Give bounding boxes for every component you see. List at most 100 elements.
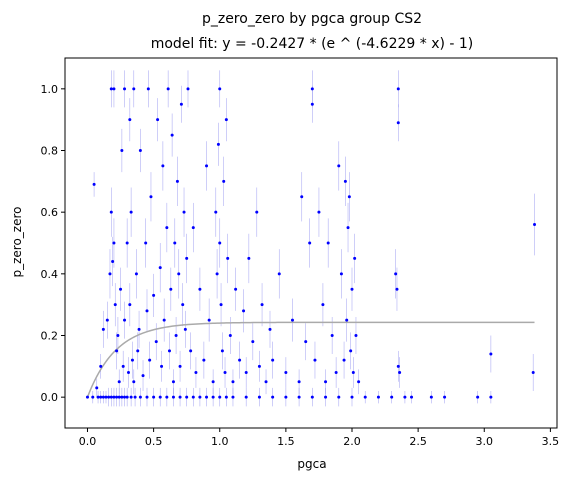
y-axis: 0.0 0.2 0.4 0.6 0.8 1.0 (41, 83, 65, 404)
data-point (113, 303, 117, 307)
data-point (489, 395, 493, 399)
data-point (178, 364, 182, 368)
data-point (198, 395, 202, 399)
data-point (443, 395, 447, 399)
data-point (179, 102, 183, 106)
point-layer (85, 87, 537, 399)
y-axis-label: p_zero_zero (10, 206, 24, 277)
data-point (116, 334, 120, 337)
data-point (132, 87, 136, 91)
data-point (255, 210, 259, 214)
data-point (357, 380, 361, 384)
data-point (218, 241, 222, 245)
data-point (313, 358, 317, 362)
x-tick-label: 2.0 (343, 435, 361, 448)
data-point (138, 395, 142, 399)
data-point (224, 395, 228, 399)
data-point (181, 303, 185, 307)
data-point (347, 195, 351, 199)
data-point (91, 395, 95, 399)
data-point (115, 395, 119, 399)
data-point (351, 371, 355, 374)
data-point (238, 358, 242, 362)
data-point (403, 395, 407, 399)
data-point (242, 309, 246, 313)
data-point (156, 118, 160, 122)
data-point (231, 380, 235, 384)
data-point (109, 395, 113, 399)
errorbar-layer (92, 70, 535, 407)
data-point (138, 149, 142, 152)
y-tick-label: 0.0 (41, 391, 59, 404)
data-point (132, 380, 136, 384)
data-point (394, 272, 398, 276)
x-tick-label: 1.5 (277, 435, 295, 448)
data-point (396, 87, 400, 91)
data-point (175, 179, 179, 183)
data-point (120, 149, 124, 152)
data-point (125, 395, 129, 399)
data-point (396, 121, 400, 125)
data-point (165, 395, 169, 399)
data-point (350, 395, 354, 399)
data-point (334, 371, 338, 374)
data-point (216, 142, 220, 146)
data-point (185, 395, 189, 399)
data-point (108, 272, 112, 276)
data-point (120, 395, 124, 399)
data-point (123, 87, 127, 91)
data-point (109, 210, 113, 214)
data-point (129, 395, 133, 399)
data-point (339, 272, 343, 276)
data-point (125, 241, 129, 245)
x-tick-label: 2.5 (409, 435, 427, 448)
data-point (117, 380, 121, 384)
data-point (112, 87, 116, 91)
data-point (129, 210, 133, 214)
data-point (167, 349, 171, 353)
data-point (396, 364, 400, 368)
data-point (171, 395, 175, 399)
plot-area (64, 57, 558, 429)
data-point (531, 371, 535, 374)
data-point (231, 395, 235, 399)
x-tick-label: 3.5 (542, 435, 560, 448)
data-point (346, 226, 350, 230)
data-point (121, 364, 125, 368)
data-point (228, 334, 232, 337)
data-point (326, 241, 330, 245)
data-point (284, 371, 288, 374)
data-point (234, 287, 238, 291)
data-point (264, 380, 268, 384)
data-point (300, 195, 304, 199)
data-point (101, 327, 105, 331)
data-point (337, 395, 341, 399)
data-point (244, 395, 248, 399)
data-point (218, 87, 222, 91)
data-point (343, 179, 347, 183)
data-point (220, 349, 224, 353)
data-point (489, 352, 493, 356)
data-point (257, 395, 261, 399)
data-point (308, 241, 312, 245)
x-tick-label: 0.0 (79, 435, 97, 448)
data-point (185, 256, 189, 260)
data-point (191, 395, 195, 399)
data-point (350, 287, 354, 291)
data-point (154, 340, 158, 344)
data-point (290, 318, 294, 322)
x-axis: 0.0 0.5 1.0 1.5 2.0 2.5 3.0 3.5 (79, 428, 559, 448)
data-point (223, 371, 227, 374)
data-point (134, 272, 138, 276)
data-point (178, 395, 182, 399)
data-point (189, 349, 193, 353)
data-point (390, 395, 394, 399)
data-point (152, 395, 156, 399)
data-point (177, 272, 181, 276)
data-point (342, 358, 346, 362)
data-point (158, 395, 162, 399)
data-point (95, 386, 99, 390)
data-point (363, 395, 367, 399)
data-point (144, 241, 148, 245)
